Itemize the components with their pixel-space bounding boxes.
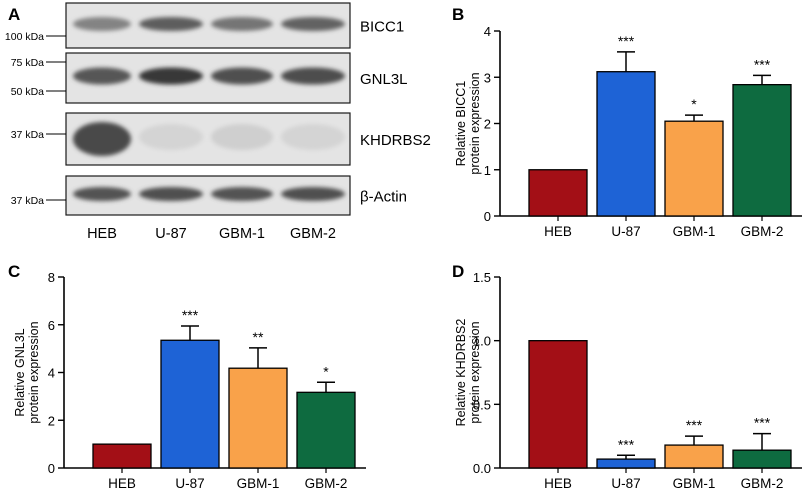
y-tick-label: 4 bbox=[48, 366, 55, 381]
x-tick-label: U-87 bbox=[611, 476, 640, 491]
blot-band bbox=[281, 17, 345, 31]
panel-letter-b: B bbox=[452, 5, 464, 24]
western-blot-panel: A BICC1 100 kDa GNL3L 75 kDa 50 kDa KHDRBS2 37 … bbox=[5, 2, 431, 242]
y-axis-label-line: protein expression bbox=[468, 72, 482, 174]
y-tick-label: 0 bbox=[484, 209, 491, 224]
molecular-weight-marker: 37 kDa bbox=[11, 129, 44, 141]
x-tick-label: GBM-1 bbox=[237, 476, 280, 491]
molecular-weight-marker: 100 kDa bbox=[5, 31, 44, 43]
bar-gbm-1 bbox=[664, 444, 724, 469]
y-tick-label: 3 bbox=[484, 70, 491, 85]
blot-band bbox=[281, 67, 345, 85]
bar-chart-bicc1: B 0 1 2 3 4 Relative BICC1protein expression HE… bbox=[452, 5, 802, 239]
y-axis-label-line: Relative GNL3L bbox=[13, 328, 27, 416]
bar-gbm-2 bbox=[296, 391, 356, 469]
blot-actin: β-Actin 37 kDa bbox=[11, 175, 407, 216]
lane-label: U-87 bbox=[155, 226, 186, 242]
blot-protein-label: KHDRBS2 bbox=[360, 132, 431, 149]
bar-heb bbox=[92, 443, 152, 469]
y-tick-label: 1.5 bbox=[473, 270, 491, 285]
x-tick-label: GBM-2 bbox=[741, 224, 784, 239]
molecular-weight-marker: 50 kDa bbox=[11, 86, 44, 98]
blot-band bbox=[73, 17, 131, 31]
blot-bicc1: BICC1 100 kDa bbox=[5, 2, 404, 49]
x-tick-label: HEB bbox=[108, 476, 136, 491]
blot-band bbox=[281, 124, 345, 150]
blot-band bbox=[211, 124, 273, 150]
y-axis-label-line: protein expression bbox=[27, 321, 41, 423]
bar-chart-khdrbs2: D 0.0 0.5 1.0 1.5 Relative KHDRBS2protein exp… bbox=[452, 262, 802, 491]
bar-gbm-2 bbox=[732, 84, 792, 217]
x-tick-label: GBM-2 bbox=[741, 476, 784, 491]
y-axis-label: Relative BICC1protein expression bbox=[454, 72, 482, 174]
significance-marker: *** bbox=[754, 415, 771, 431]
bar-heb bbox=[528, 340, 588, 469]
y-tick-label: 4 bbox=[484, 24, 491, 39]
y-axis-label-line: Relative KHDRBS2 bbox=[454, 319, 468, 427]
blot-band bbox=[139, 67, 203, 85]
significance-marker: *** bbox=[618, 33, 635, 49]
lane-label: GBM-1 bbox=[219, 226, 265, 242]
x-tick-label: GBM-1 bbox=[673, 224, 716, 239]
y-tick-label: 1 bbox=[484, 163, 491, 178]
y-tick-label: 2 bbox=[484, 117, 491, 132]
blot-band bbox=[139, 187, 203, 201]
lane-label: GBM-2 bbox=[290, 226, 336, 242]
blot-protein-label: β-Actin bbox=[360, 189, 407, 206]
significance-marker: ** bbox=[253, 329, 264, 345]
bar-gbm-2 bbox=[732, 449, 792, 469]
blot-khdrbs2: KHDRBS2 37 kDa bbox=[11, 112, 431, 166]
blot-protein-label: GNL3L bbox=[360, 71, 408, 88]
blot-protein-label: BICC1 bbox=[360, 19, 404, 36]
bar-heb bbox=[528, 169, 588, 217]
x-tick-label: U-87 bbox=[175, 476, 204, 491]
panel-letter-c: C bbox=[8, 262, 20, 281]
significance-marker: *** bbox=[686, 417, 703, 433]
y-tick-label: 1.0 bbox=[473, 334, 491, 349]
bar-u-87 bbox=[596, 458, 656, 469]
significance-marker: *** bbox=[182, 307, 199, 323]
x-tick-label: GBM-1 bbox=[673, 476, 716, 491]
significance-marker: * bbox=[323, 363, 329, 379]
y-tick-label: 8 bbox=[48, 270, 55, 285]
blot-band bbox=[211, 67, 273, 85]
bar-u-87 bbox=[160, 339, 220, 469]
blot-band bbox=[281, 187, 345, 201]
y-tick-label: 6 bbox=[48, 318, 55, 333]
blot-band bbox=[139, 124, 203, 150]
significance-marker: * bbox=[691, 96, 697, 112]
blot-gnl3l: GNL3L 75 kDa 50 kDa bbox=[11, 52, 408, 104]
blot-band bbox=[139, 17, 203, 31]
blot-band bbox=[73, 122, 131, 156]
y-axis-label: Relative GNL3Lprotein expression bbox=[13, 321, 41, 423]
bar-chart-gnl3l: C 0 2 4 6 8 Relative GNL3Lprotein expression HE… bbox=[8, 262, 366, 491]
y-tick-label: 0.5 bbox=[473, 397, 491, 412]
y-axis-label-line: protein expression bbox=[468, 321, 482, 423]
x-tick-label: GBM-2 bbox=[305, 476, 348, 491]
molecular-weight-marker: 75 kDa bbox=[11, 57, 44, 69]
bar-u-87 bbox=[596, 71, 656, 217]
y-tick-label: 0 bbox=[48, 461, 55, 476]
blot-band bbox=[211, 17, 273, 31]
lane-label: HEB bbox=[87, 226, 117, 242]
significance-marker: *** bbox=[618, 436, 635, 452]
x-tick-label: HEB bbox=[544, 224, 572, 239]
y-axis-label: Relative KHDRBS2protein expression bbox=[454, 319, 482, 427]
y-axis-label-line: Relative BICC1 bbox=[454, 81, 468, 166]
x-tick-label: U-87 bbox=[611, 224, 640, 239]
bar-gbm-1 bbox=[228, 367, 288, 469]
molecular-weight-marker: 37 kDa bbox=[11, 195, 44, 207]
blot-band bbox=[73, 67, 131, 85]
blot-band bbox=[73, 187, 131, 201]
significance-marker: *** bbox=[754, 56, 771, 72]
panel-letter-d: D bbox=[452, 262, 464, 281]
panel-letter-a: A bbox=[8, 5, 20, 24]
x-tick-label: HEB bbox=[544, 476, 572, 491]
y-tick-label: 2 bbox=[48, 413, 55, 428]
blot-band bbox=[211, 187, 273, 201]
y-tick-label: 0.0 bbox=[473, 461, 491, 476]
bar-gbm-1 bbox=[664, 120, 724, 217]
